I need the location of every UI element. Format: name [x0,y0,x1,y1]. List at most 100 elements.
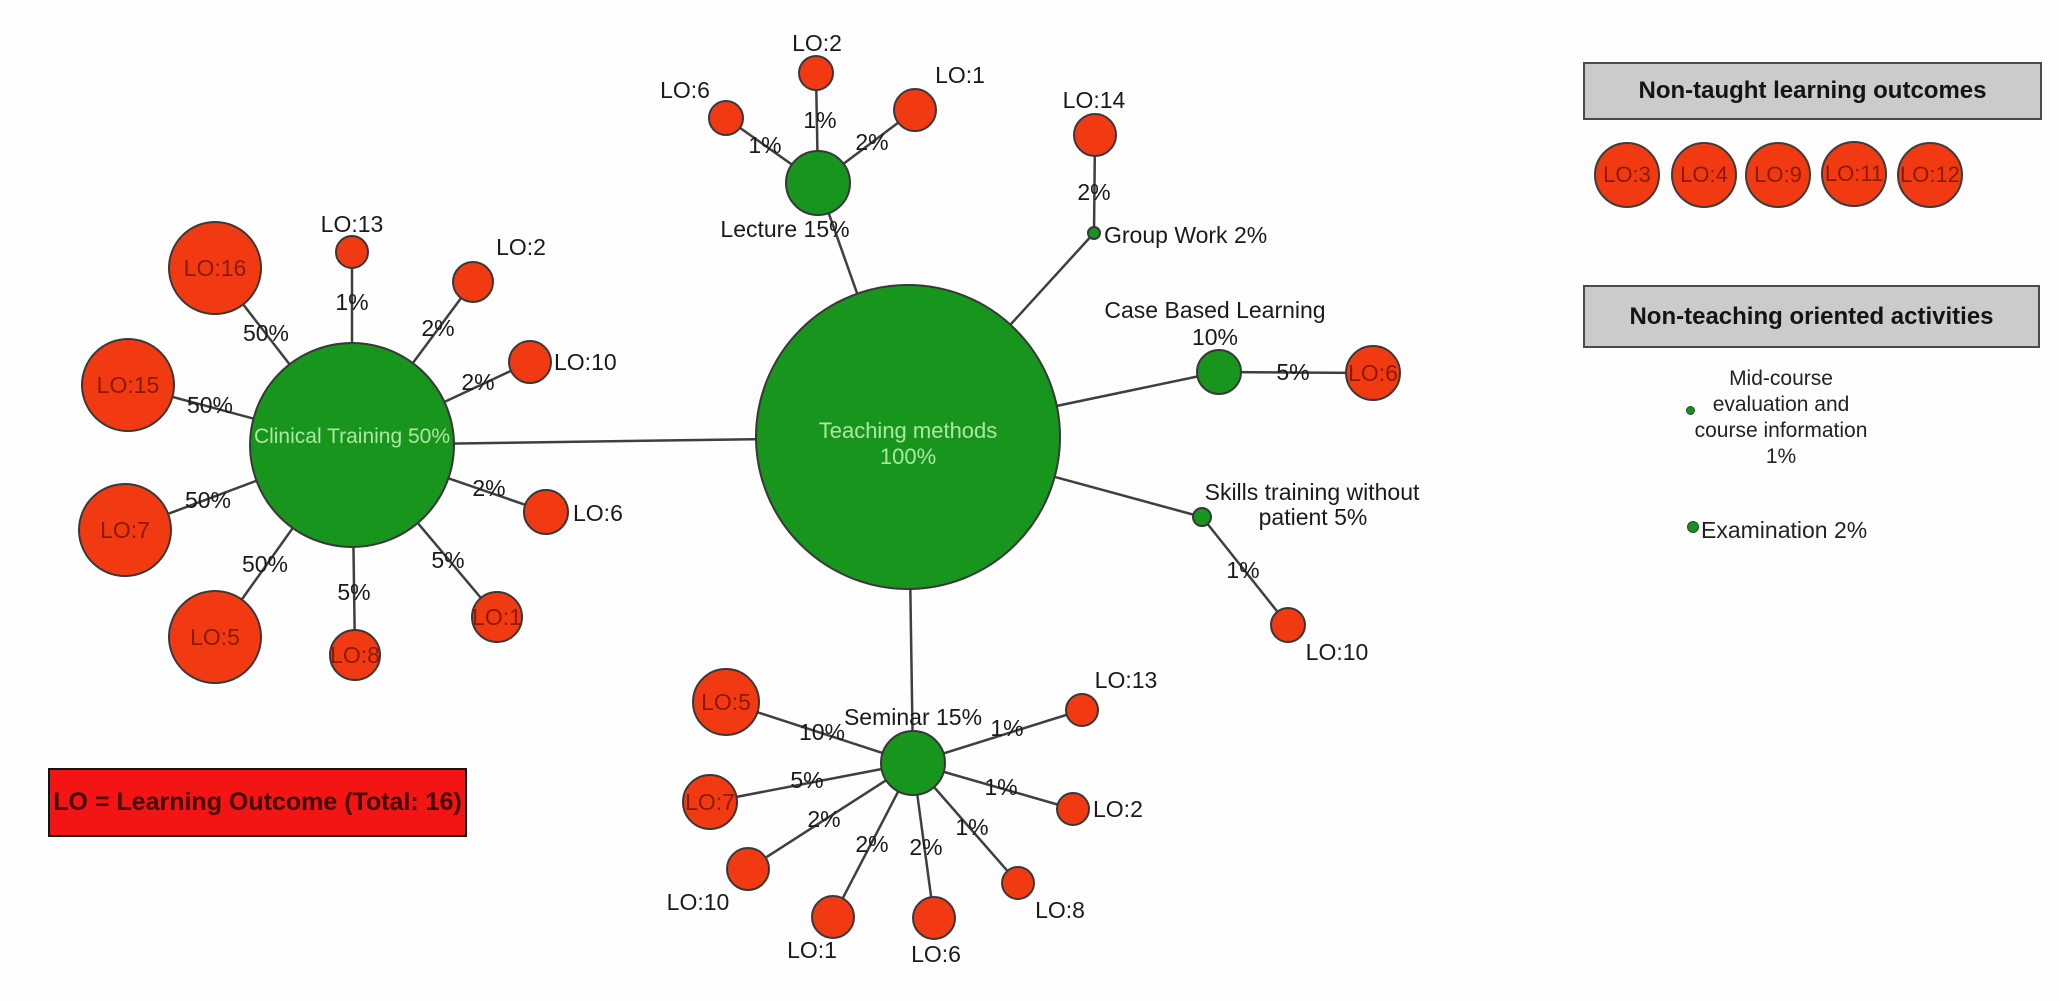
label-clinical-lo10: LO:10 [554,349,617,375]
skills-training-without-patient-label-1: patient 5% [1259,504,1368,530]
node-groupwork-lo14 [1073,113,1117,157]
nodes-layer [78,55,1401,940]
pct-lecture-lo6: 1% [748,132,781,158]
pct-seminar-lo10: 2% [807,806,840,832]
non-taught-outcomes-title: Non-taught learning outcomes [1638,77,1987,104]
non-taught-lo-label: LO:9 [1754,162,1802,187]
pct-clinical-lo6: 2% [472,475,505,501]
label-lecture-lo2: LO:2 [792,30,842,56]
node-clinical-lo13 [335,235,369,269]
label-clinical-lo1: LO:1 [472,604,522,630]
non-teaching-activities-title-box: Non-teaching oriented activities [1583,285,2040,348]
mid-course-line-3: course information [1694,419,1868,442]
clinical-training-label-0: Clinical Training 50% [254,425,450,448]
node-seminar-lo8 [1001,866,1035,900]
mid-course-line-2: evaluation and [1712,393,1850,416]
mid-course-evaluation-label: Mid-course evaluation and course informa… [1646,366,1916,470]
node-clinical-lo5 [168,590,262,684]
node-seminar-lo6 [912,896,956,940]
label-seminar-lo13: LO:13 [1095,667,1158,693]
pct-lecture-lo2: 1% [803,107,836,133]
label-clinical-lo5: LO:5 [190,624,240,650]
node-skills-lo10 [1270,607,1306,643]
pct-groupwork-lo14: 2% [1077,179,1110,205]
label-lecture-lo6: LO:6 [660,77,710,103]
label-skills-lo10: LO:10 [1306,639,1369,665]
seminar-label-0: Seminar 15% [844,704,982,730]
pct-clinical-lo15: 50% [187,392,233,418]
label-cbl-lo6: LO:6 [1348,360,1398,386]
pct-clinical-lo13: 1% [335,289,368,315]
pct-clinical-lo7: 50% [185,487,231,513]
node-clinical-lo1 [471,591,523,643]
case-based-learning-label-1: 10% [1192,324,1238,350]
label-clinical-lo7: LO:7 [100,517,150,543]
label-seminar-lo7: LO:7 [685,789,735,815]
mid-course-line-1: Mid-course [1729,367,1833,390]
skills-training-without-patient-label-0: Skills training without [1205,479,1420,505]
non-taught-lo-label: LO:11 [1824,161,1884,186]
pct-seminar-lo5: 10% [799,719,845,745]
label-groupwork-lo14: LO:14 [1063,87,1126,113]
node-seminar-lo5 [692,668,760,736]
non-taught-lo-circle: LO:3 [1594,142,1660,208]
node-skills-training-without-patient [1192,507,1212,527]
pct-seminar-lo7: 5% [790,767,823,793]
mid-course-line-4: 1% [1765,445,1797,468]
pct-clinical-lo16: 50% [243,320,289,346]
pct-seminar-lo6: 2% [909,834,942,860]
pct-clinical-lo2: 2% [421,315,454,341]
node-case-based-learning [1196,349,1242,395]
lo-legend-box: LO = Learning Outcome (Total: 16) [48,768,467,837]
node-seminar [880,730,946,796]
pct-seminar-lo8: 1% [955,814,988,840]
pct-seminar-lo2: 1% [984,774,1017,800]
pct-clinical-lo1: 5% [431,547,464,573]
non-taught-lo-circle: LO:9 [1745,142,1811,208]
label-clinical-lo13: LO:13 [321,211,384,237]
non-taught-lo-circle: LO:12 [1897,142,1963,208]
non-taught-lo-label: LO:3 [1603,162,1651,187]
group-work-label-0: Group Work 2% [1104,222,1267,248]
pct-clinical-lo10: 2% [461,369,494,395]
non-teaching-activities-title: Non-teaching oriented activities [1629,302,1994,330]
label-seminar-lo2: LO:2 [1093,796,1143,822]
pct-seminar-lo13: 1% [990,715,1023,741]
label-clinical-lo8: LO:8 [330,642,380,668]
label-lecture-lo1: LO:1 [935,62,985,88]
non-taught-lo-label: LO:12 [1900,162,1960,187]
edge-seminar-lo7 [709,761,914,804]
pct-clinical-lo8: 5% [337,579,370,605]
node-seminar-lo13 [1065,693,1099,727]
label-seminar-lo10: LO:10 [667,889,730,915]
node-group-work [1087,226,1101,240]
node-lecture-lo6 [708,100,744,136]
node-cbl-lo6 [1345,345,1401,401]
pct-skills-lo10: 1% [1226,557,1259,583]
node-clinical-lo2 [452,261,494,303]
non-taught-lo-label: LO:4 [1680,162,1728,187]
node-clinical-training [249,342,455,548]
examination-node-dot [1687,521,1699,533]
examination-label: Examination 2% [1701,517,1868,543]
node-seminar-lo10 [726,847,770,891]
node-clinical-lo10 [508,340,552,384]
teaching-methods-label-1: 100% [880,444,936,469]
node-lecture-lo2 [798,55,834,91]
node-seminar-lo1 [811,895,855,939]
pct-clinical-lo5: 50% [242,551,288,577]
node-lecture-lo1 [893,88,937,132]
non-taught-outcomes-title-box: Non-taught learning outcomes [1583,62,2042,120]
lecture-label-0: Lecture 15% [720,216,849,242]
label-seminar-lo5: LO:5 [701,689,751,715]
lo-legend-text: LO = Learning Outcome (Total: 16) [53,788,462,816]
node-clinical-lo15 [81,338,175,432]
non-taught-lo-circle: LO:4 [1671,142,1737,208]
node-clinical-lo6 [523,489,569,535]
pct-seminar-lo1: 2% [855,831,888,857]
non-taught-lo-circle: LO:11 [1821,141,1887,207]
label-seminar-lo1: LO:1 [787,937,837,963]
